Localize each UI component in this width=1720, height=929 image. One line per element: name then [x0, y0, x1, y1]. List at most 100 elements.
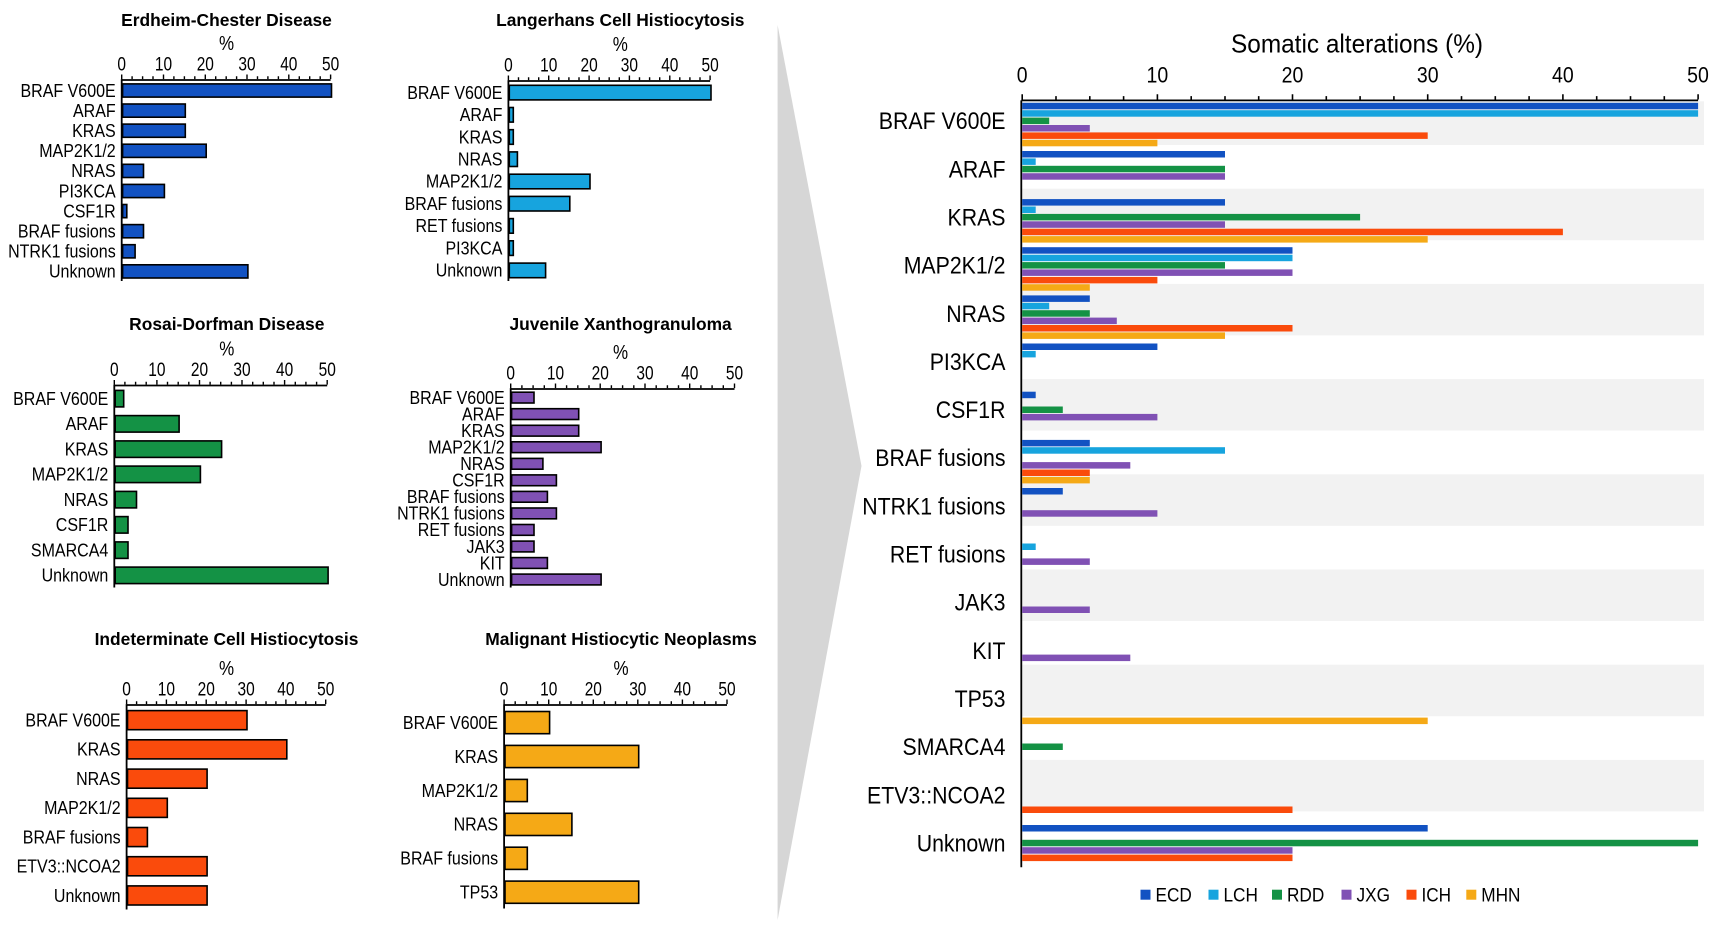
svg-text:10: 10 [540, 56, 557, 77]
svg-text:LCH: LCH [1224, 885, 1258, 906]
svg-text:20: 20 [592, 364, 609, 385]
svg-text:40: 40 [277, 680, 294, 701]
svg-text:JAK3: JAK3 [955, 590, 1006, 617]
svg-text:ARAF: ARAF [460, 104, 503, 125]
svg-text:0: 0 [504, 56, 513, 77]
svg-text:Juvenile Xanthogranuloma: Juvenile Xanthogranuloma [509, 314, 732, 334]
svg-text:PI3KCA: PI3KCA [930, 349, 1006, 376]
svg-text:Rosai-Dorfman Disease: Rosai-Dorfman Disease [129, 314, 325, 334]
svg-text:50: 50 [319, 360, 336, 381]
svg-text:BRAF V600E: BRAF V600E [410, 387, 505, 408]
svg-text:RET fusions: RET fusions [416, 215, 503, 236]
svg-text:40: 40 [661, 56, 678, 77]
svg-text:0: 0 [500, 680, 509, 701]
svg-text:KRAS: KRAS [72, 120, 116, 141]
svg-text:20: 20 [581, 56, 598, 77]
svg-text:Unknown: Unknown [438, 569, 505, 590]
svg-text:0: 0 [122, 680, 131, 701]
svg-text:ETV3::NCOA2: ETV3::NCOA2 [867, 782, 1006, 809]
svg-text:Indeterminate Cell Histiocytos: Indeterminate Cell Histiocytosis [95, 629, 359, 649]
svg-text:0: 0 [506, 364, 515, 385]
svg-text:50: 50 [702, 56, 719, 77]
svg-text:KRAS: KRAS [65, 438, 109, 459]
svg-text:MHN: MHN [1481, 885, 1520, 906]
svg-text:30: 30 [621, 56, 638, 77]
svg-text:BRAF V600E: BRAF V600E [21, 80, 116, 101]
svg-text:Unknown: Unknown [436, 260, 503, 281]
svg-text:%: % [613, 34, 628, 56]
svg-text:BRAF V600E: BRAF V600E [403, 712, 498, 733]
svg-text:40: 40 [280, 55, 297, 76]
svg-text:50: 50 [317, 680, 334, 701]
svg-text:30: 30 [636, 364, 653, 385]
svg-text:50: 50 [726, 364, 743, 385]
svg-text:JXG: JXG [1357, 885, 1391, 906]
svg-text:MAP2K1/2: MAP2K1/2 [32, 464, 109, 485]
svg-text:50: 50 [1687, 63, 1709, 88]
svg-text:BRAF fusions: BRAF fusions [405, 193, 503, 214]
svg-text:BRAF fusions: BRAF fusions [18, 221, 116, 242]
svg-text:ETV3::NCOA2: ETV3::NCOA2 [17, 856, 121, 877]
svg-text:%: % [613, 342, 628, 364]
svg-text:RET fusions: RET fusions [890, 542, 1006, 569]
svg-text:KIT: KIT [972, 638, 1005, 665]
svg-text:%: % [219, 339, 234, 361]
svg-text:CSF1R: CSF1R [56, 514, 109, 535]
svg-text:MAP2K1/2: MAP2K1/2 [428, 437, 505, 458]
svg-text:SMARCA4: SMARCA4 [903, 734, 1006, 761]
svg-text:CSF1R: CSF1R [452, 470, 505, 491]
svg-text:NRAS: NRAS [458, 149, 503, 170]
svg-text:30: 30 [233, 360, 250, 381]
svg-text:NRAS: NRAS [460, 453, 505, 474]
svg-text:NRAS: NRAS [946, 301, 1005, 328]
svg-text:BRAF fusions: BRAF fusions [400, 848, 498, 869]
svg-text:ARAF: ARAF [462, 403, 505, 424]
svg-text:Erdheim-Chester Disease: Erdheim-Chester Disease [121, 10, 332, 30]
svg-text:KRAS: KRAS [459, 126, 503, 147]
svg-text:Malignant Histiocytic Neoplasm: Malignant Histiocytic Neoplasms [485, 629, 757, 649]
svg-text:NRAS: NRAS [71, 160, 116, 181]
svg-text:ARAF: ARAF [66, 413, 109, 434]
svg-text:30: 30 [238, 55, 255, 76]
svg-text:20: 20 [1282, 63, 1304, 88]
svg-text:SMARCA4: SMARCA4 [31, 539, 108, 560]
svg-text:NTRK1 fusions: NTRK1 fusions [8, 241, 116, 262]
svg-text:MAP2K1/2: MAP2K1/2 [904, 253, 1006, 280]
svg-text:10: 10 [1147, 63, 1169, 88]
svg-text:KIT: KIT [480, 552, 505, 573]
svg-text:%: % [219, 658, 234, 680]
svg-text:20: 20 [198, 680, 215, 701]
svg-text:ECD: ECD [1156, 885, 1192, 906]
svg-text:50: 50 [322, 55, 339, 76]
svg-text:RDD: RDD [1287, 885, 1324, 906]
svg-text:10: 10 [547, 364, 564, 385]
svg-text:RET fusions: RET fusions [418, 519, 505, 540]
svg-text:0: 0 [110, 360, 119, 381]
svg-text:0: 0 [117, 55, 126, 76]
svg-text:Unknown: Unknown [49, 261, 116, 282]
svg-text:%: % [219, 33, 234, 55]
svg-text:Unknown: Unknown [54, 885, 121, 906]
svg-text:10: 10 [158, 680, 175, 701]
svg-text:ARAF: ARAF [949, 156, 1006, 183]
svg-text:%: % [613, 658, 628, 680]
svg-text:40: 40 [276, 360, 293, 381]
svg-text:NTRK1 fusions: NTRK1 fusions [862, 493, 1005, 520]
svg-text:BRAF V600E: BRAF V600E [407, 82, 502, 103]
svg-text:NTRK1 fusions: NTRK1 fusions [397, 503, 505, 524]
svg-text:Somatic alterations (%): Somatic alterations (%) [1231, 28, 1483, 58]
svg-text:MAP2K1/2: MAP2K1/2 [44, 797, 121, 818]
svg-text:10: 10 [540, 680, 557, 701]
svg-text:40: 40 [674, 680, 691, 701]
svg-text:PI3KCA: PI3KCA [446, 237, 503, 258]
svg-text:ICH: ICH [1422, 885, 1452, 906]
svg-text:10: 10 [155, 55, 172, 76]
svg-text:50: 50 [718, 680, 735, 701]
svg-text:40: 40 [681, 364, 698, 385]
svg-text:BRAF fusions: BRAF fusions [875, 445, 1005, 472]
svg-text:CSF1R: CSF1R [63, 200, 116, 221]
svg-text:Unknown: Unknown [42, 565, 109, 586]
svg-text:NRAS: NRAS [64, 489, 109, 510]
svg-text:BRAF V600E: BRAF V600E [25, 710, 120, 731]
svg-text:Unknown: Unknown [917, 831, 1006, 858]
